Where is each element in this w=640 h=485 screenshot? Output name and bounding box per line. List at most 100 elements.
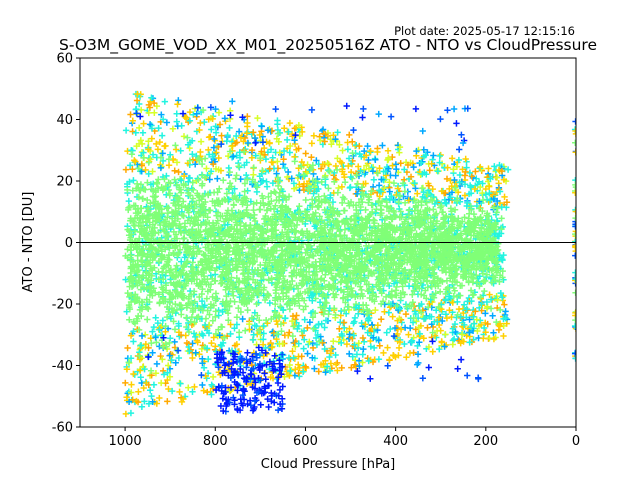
data-point	[313, 157, 320, 164]
data-point	[468, 324, 475, 331]
data-point	[285, 128, 292, 136]
data-point	[164, 376, 171, 384]
data-point	[159, 367, 167, 375]
data-point	[339, 147, 346, 154]
data-point	[349, 138, 356, 145]
data-point	[152, 370, 160, 377]
data-point	[304, 324, 311, 332]
data-point	[370, 176, 378, 183]
data-point	[171, 167, 178, 174]
data-point	[417, 159, 425, 166]
data-point	[378, 176, 385, 183]
data-point	[416, 339, 423, 346]
data-point	[201, 118, 208, 126]
data-point	[396, 149, 403, 156]
data-point	[214, 175, 221, 182]
data-point	[173, 110, 180, 117]
data-point	[395, 344, 403, 352]
data-point	[338, 183, 346, 191]
data-point	[383, 329, 390, 336]
data-point	[244, 139, 252, 147]
data-point	[485, 165, 492, 172]
data-point	[466, 316, 473, 323]
data-point	[270, 329, 278, 337]
data-point	[200, 364, 208, 372]
data-point	[207, 388, 214, 395]
data-point	[150, 323, 158, 331]
data-point	[436, 345, 443, 353]
data-point	[130, 370, 137, 378]
data-point	[298, 353, 305, 360]
data-point	[442, 311, 450, 318]
data-point	[397, 160, 404, 167]
data-point	[384, 147, 392, 154]
data-point	[328, 140, 335, 148]
data-point	[286, 119, 294, 127]
data-point	[327, 360, 335, 367]
data-point	[146, 387, 154, 394]
data-point	[137, 106, 145, 114]
data-point	[429, 185, 436, 193]
data-point	[489, 312, 496, 319]
data-point	[346, 325, 353, 332]
data-point	[129, 166, 136, 173]
data-point	[145, 170, 152, 178]
chart-title: S-O3M_GOME_VOD_XX_M01_20250516Z ATO - NT…	[59, 36, 597, 55]
data-point	[301, 336, 308, 343]
data-point	[438, 187, 445, 195]
data-point	[449, 341, 456, 348]
data-point	[367, 343, 375, 350]
data-point	[191, 383, 198, 391]
data-point	[252, 152, 259, 159]
data-point	[426, 167, 433, 174]
data-point	[153, 360, 161, 368]
data-point	[145, 138, 152, 145]
data-point	[173, 159, 181, 166]
data-point	[300, 186, 308, 194]
data-point	[273, 170, 280, 177]
data-point	[429, 348, 436, 355]
data-point	[211, 135, 218, 143]
data-point	[334, 129, 341, 136]
data-point	[161, 98, 169, 105]
data-point	[380, 349, 387, 357]
data-point	[175, 354, 183, 362]
data-point	[268, 158, 275, 166]
data-point	[162, 328, 169, 335]
data-point	[269, 154, 276, 161]
data-point	[286, 142, 294, 150]
data-point	[309, 339, 316, 347]
data-point	[135, 100, 143, 108]
data-point	[366, 149, 373, 156]
data-point	[239, 315, 246, 323]
data-point	[151, 109, 158, 116]
data-point	[200, 387, 207, 394]
data-point	[482, 185, 489, 193]
data-point	[432, 307, 440, 314]
data-point	[129, 128, 136, 135]
data-point	[197, 138, 205, 145]
data-point	[317, 165, 325, 172]
data-point	[128, 389, 135, 396]
data-point	[291, 372, 299, 379]
data-point	[231, 325, 238, 332]
data-point	[316, 137, 324, 144]
data-point	[186, 108, 194, 116]
data-point	[226, 124, 233, 132]
data-point	[156, 394, 163, 402]
data-point	[355, 163, 362, 170]
data-point	[160, 371, 168, 378]
data-point	[212, 343, 219, 350]
data-point	[288, 367, 295, 374]
data-point	[343, 340, 351, 348]
data-point	[164, 362, 172, 369]
data-point	[321, 345, 328, 353]
data-point	[345, 155, 353, 162]
data-point	[313, 341, 321, 348]
data-point	[190, 111, 197, 118]
data-point	[141, 398, 148, 405]
data-point	[419, 158, 426, 165]
data-point	[154, 146, 162, 153]
